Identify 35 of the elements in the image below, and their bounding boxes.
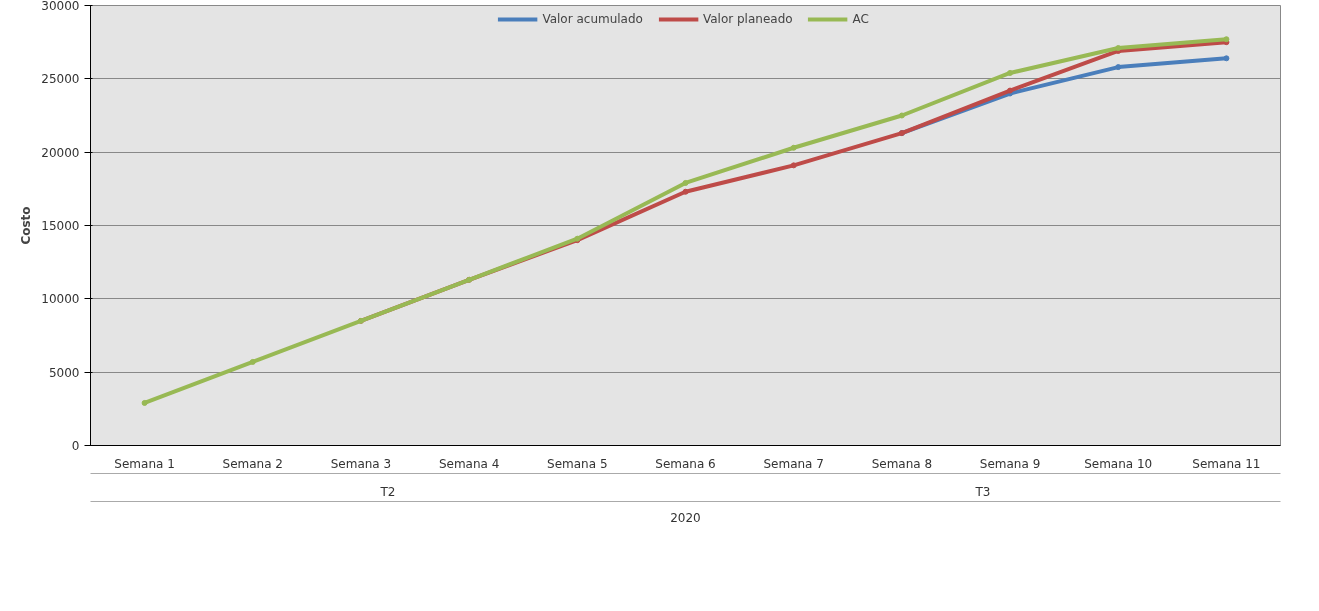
x-tick-label: Semana 1	[114, 456, 175, 471]
point	[682, 179, 689, 186]
point	[141, 399, 148, 406]
y-tick-label: 0	[71, 439, 80, 453]
x-tick-label: Semana 5	[547, 456, 608, 471]
y-tick-label: 20000	[41, 145, 80, 160]
point	[790, 144, 797, 151]
x-tick-label: Semana 9	[979, 456, 1041, 471]
point	[1115, 64, 1122, 71]
x-tick-label: Semana 7	[763, 456, 824, 471]
y-tick-label: 10000	[41, 292, 80, 307]
y-tick-label: 30000	[41, 0, 80, 13]
point	[790, 162, 797, 169]
x-tick-label: Semana 8	[871, 456, 933, 471]
text: T3	[974, 484, 991, 499]
legend-label: AC	[852, 12, 870, 26]
y-tick-label: 5000	[48, 365, 80, 380]
point	[682, 188, 689, 195]
legend-label: Valor acumulado	[542, 12, 643, 26]
x-tick-label: Semana 2	[222, 456, 283, 471]
point	[1007, 69, 1014, 76]
point	[249, 358, 256, 365]
x-tick-label: Semana 3	[330, 456, 392, 471]
point	[898, 112, 905, 119]
text: T2	[379, 484, 396, 499]
y-axis-title: Costo	[19, 206, 34, 245]
x-tick-label: Semana 6	[655, 456, 716, 471]
y-tick-label: 15000	[41, 219, 80, 233]
text: 2020	[670, 510, 701, 525]
x-tick-label: Semana 11	[1192, 456, 1261, 471]
x-tick-label: Semana 10	[1084, 456, 1153, 471]
y-tick-label: 25000	[41, 72, 80, 87]
x-tick-label: Semana 4	[438, 456, 500, 471]
point	[1223, 55, 1230, 62]
legend-label: Valor planeado	[702, 12, 793, 26]
